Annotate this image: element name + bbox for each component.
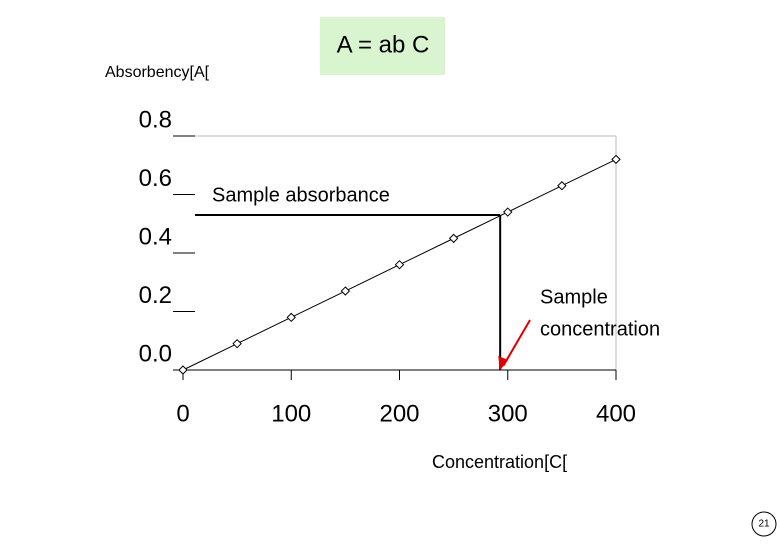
data-point (178, 365, 188, 375)
page-number: 21 (758, 519, 770, 530)
chart-title: A = ab C (337, 31, 430, 58)
x-tick-label: 100 (271, 400, 311, 427)
data-point (394, 259, 405, 270)
x-tick-label: 0 (176, 400, 189, 427)
data-point (503, 207, 513, 217)
data-point (232, 338, 242, 349)
x-tick-label: 200 (379, 400, 419, 427)
arrow-head (498, 356, 509, 370)
x-tick-label: 300 (488, 400, 528, 427)
sample-absorbance-label: Sample absorbance (212, 184, 390, 206)
data-point (448, 233, 459, 244)
sample-concentration-label: concentration (540, 318, 660, 340)
data-point (557, 181, 567, 191)
x-axis-label: Concentration[C[ (432, 452, 567, 472)
sample-concentration-label: Sample (540, 286, 608, 308)
data-point (611, 154, 621, 165)
title-box (320, 17, 445, 75)
y-axis-label: Absorbency[A[ (105, 64, 210, 81)
arrow-shaft (502, 319, 531, 367)
y-tick-label: 0.0 (139, 340, 172, 367)
data-point (340, 286, 351, 296)
y-tick-label: 0.4 (139, 223, 172, 250)
y-tick-label: 0.8 (139, 106, 172, 133)
page-number-circle (751, 511, 777, 537)
x-tick-label: 400 (596, 400, 636, 427)
y-tick-label: 0.2 (139, 282, 172, 309)
data-point (286, 312, 296, 323)
y-tick-label: 0.6 (139, 165, 172, 192)
